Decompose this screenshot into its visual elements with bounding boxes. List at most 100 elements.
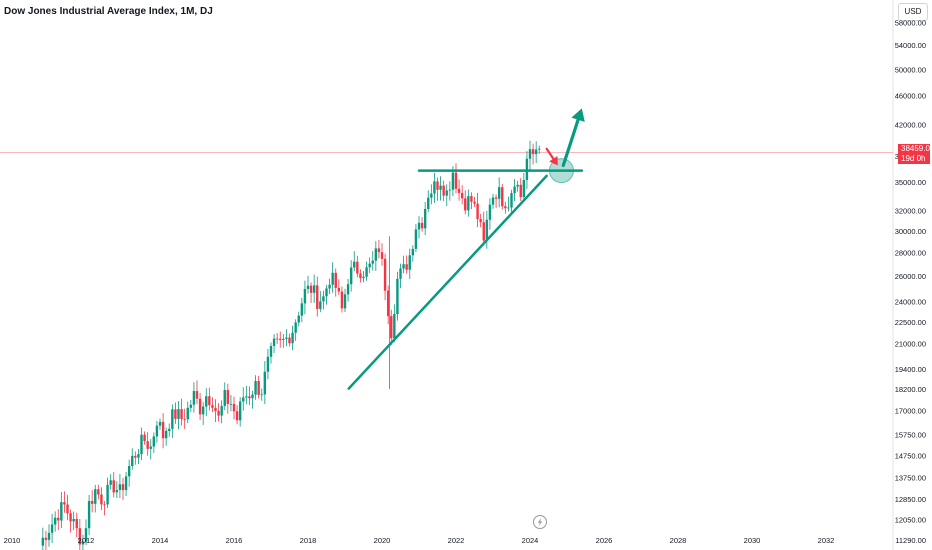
candle-body	[161, 421, 165, 439]
candle-body	[94, 489, 97, 504]
candle-body	[254, 381, 257, 395]
y-tick-label: 18200.00	[895, 385, 926, 394]
y-tick-label: 17000.00	[895, 407, 926, 416]
y-tick-label: 15750.00	[895, 431, 926, 440]
candle-body	[430, 193, 433, 198]
candle-body	[245, 396, 248, 398]
candle-body	[63, 502, 66, 505]
candle-body	[346, 284, 350, 295]
candle-body	[57, 517, 60, 521]
candle-body	[504, 206, 507, 209]
drawings-layer[interactable]	[347, 108, 585, 390]
candle-body	[408, 255, 411, 270]
pullback-arrow-icon	[545, 147, 555, 160]
candle-body	[195, 391, 199, 399]
candle-body	[229, 403, 233, 405]
y-tick-label: 21000.00	[895, 340, 926, 349]
candle-body	[427, 197, 430, 210]
candle-body	[383, 258, 387, 291]
candle-body	[235, 411, 239, 421]
candle-body	[488, 204, 492, 220]
candle-body	[44, 537, 48, 540]
candle-body	[198, 398, 202, 415]
candle-body	[192, 391, 196, 405]
candle-body	[436, 181, 439, 190]
candle-body	[72, 518, 75, 522]
candles-layer	[41, 140, 541, 550]
support-retest-circle	[548, 158, 574, 184]
candle-body	[201, 406, 205, 415]
candle-body	[47, 532, 51, 540]
candle-body	[232, 403, 236, 412]
y-tick-label: 12850.00	[895, 495, 926, 504]
candle-body	[242, 397, 245, 402]
y-tick-label: 11290.00	[895, 536, 926, 545]
candle-body	[66, 504, 69, 514]
candle-body	[353, 261, 356, 268]
candle-body	[115, 490, 119, 493]
candle-body	[445, 190, 448, 196]
candle-body	[322, 296, 325, 302]
candle-body	[359, 273, 362, 279]
lightning-icon[interactable]	[533, 515, 547, 529]
candle-body	[164, 430, 168, 439]
candle-body	[87, 501, 91, 529]
candle-body	[131, 455, 134, 467]
candle-body	[405, 264, 408, 270]
chart-title: Dow Jones Industrial Average Index, 1M, …	[4, 6, 213, 17]
candle-body	[220, 405, 223, 416]
candle-body	[53, 517, 57, 525]
x-tick-label: 2018	[300, 536, 317, 545]
x-tick-label: 2020	[374, 536, 391, 545]
candle-body	[300, 303, 304, 316]
candle-body	[433, 181, 436, 194]
candle-body	[414, 229, 418, 249]
candle-body	[420, 222, 424, 229]
x-tick-label: 2032	[818, 536, 835, 545]
candle-body	[272, 338, 276, 347]
candle-body	[470, 196, 473, 202]
candle-body	[337, 287, 341, 292]
candle-body	[402, 264, 405, 269]
x-tick-label: 2026	[596, 536, 613, 545]
candle-body	[528, 149, 532, 159]
candle-body	[143, 434, 146, 442]
candle-body	[525, 158, 529, 181]
currency-selector[interactable]: USD	[898, 3, 928, 21]
candle-body	[534, 149, 538, 155]
candle-body	[460, 192, 464, 199]
y-tick-label: 22500.00	[895, 318, 926, 327]
candle-body	[124, 476, 128, 491]
y-tick-label: 35000.00	[895, 178, 926, 187]
candle-body	[217, 410, 220, 416]
y-axis: 11290.00 12050.00 12850.00 13750.00 14750.00…	[895, 18, 926, 545]
x-tick-label: 2028	[670, 536, 687, 545]
candle-body	[328, 284, 331, 289]
y-tick-label: 46000.00	[895, 92, 926, 101]
candle-body	[380, 252, 384, 259]
candle-body	[294, 322, 297, 333]
candle-body	[168, 428, 171, 431]
candle-body	[118, 484, 122, 491]
y-tick-label: 30000.00	[895, 227, 926, 236]
candle-body	[171, 409, 174, 429]
candle-body	[356, 261, 359, 274]
x-tick-label: 2030	[744, 536, 761, 545]
y-tick-label: 24000.00	[895, 297, 926, 306]
candle-body	[137, 454, 140, 458]
x-tick-label: 2024	[522, 536, 539, 545]
candle-body	[319, 301, 322, 309]
candle-body	[134, 455, 137, 458]
candle-body	[180, 409, 183, 420]
candle-body	[214, 407, 217, 411]
y-tick-label: 54000.00	[895, 41, 926, 50]
candle-body	[386, 290, 390, 317]
candle-body	[158, 421, 162, 426]
candle-body	[531, 149, 535, 155]
candle-body	[75, 518, 78, 529]
candle-body	[510, 193, 513, 208]
candle-body	[312, 285, 316, 293]
candle-body	[288, 337, 291, 344]
